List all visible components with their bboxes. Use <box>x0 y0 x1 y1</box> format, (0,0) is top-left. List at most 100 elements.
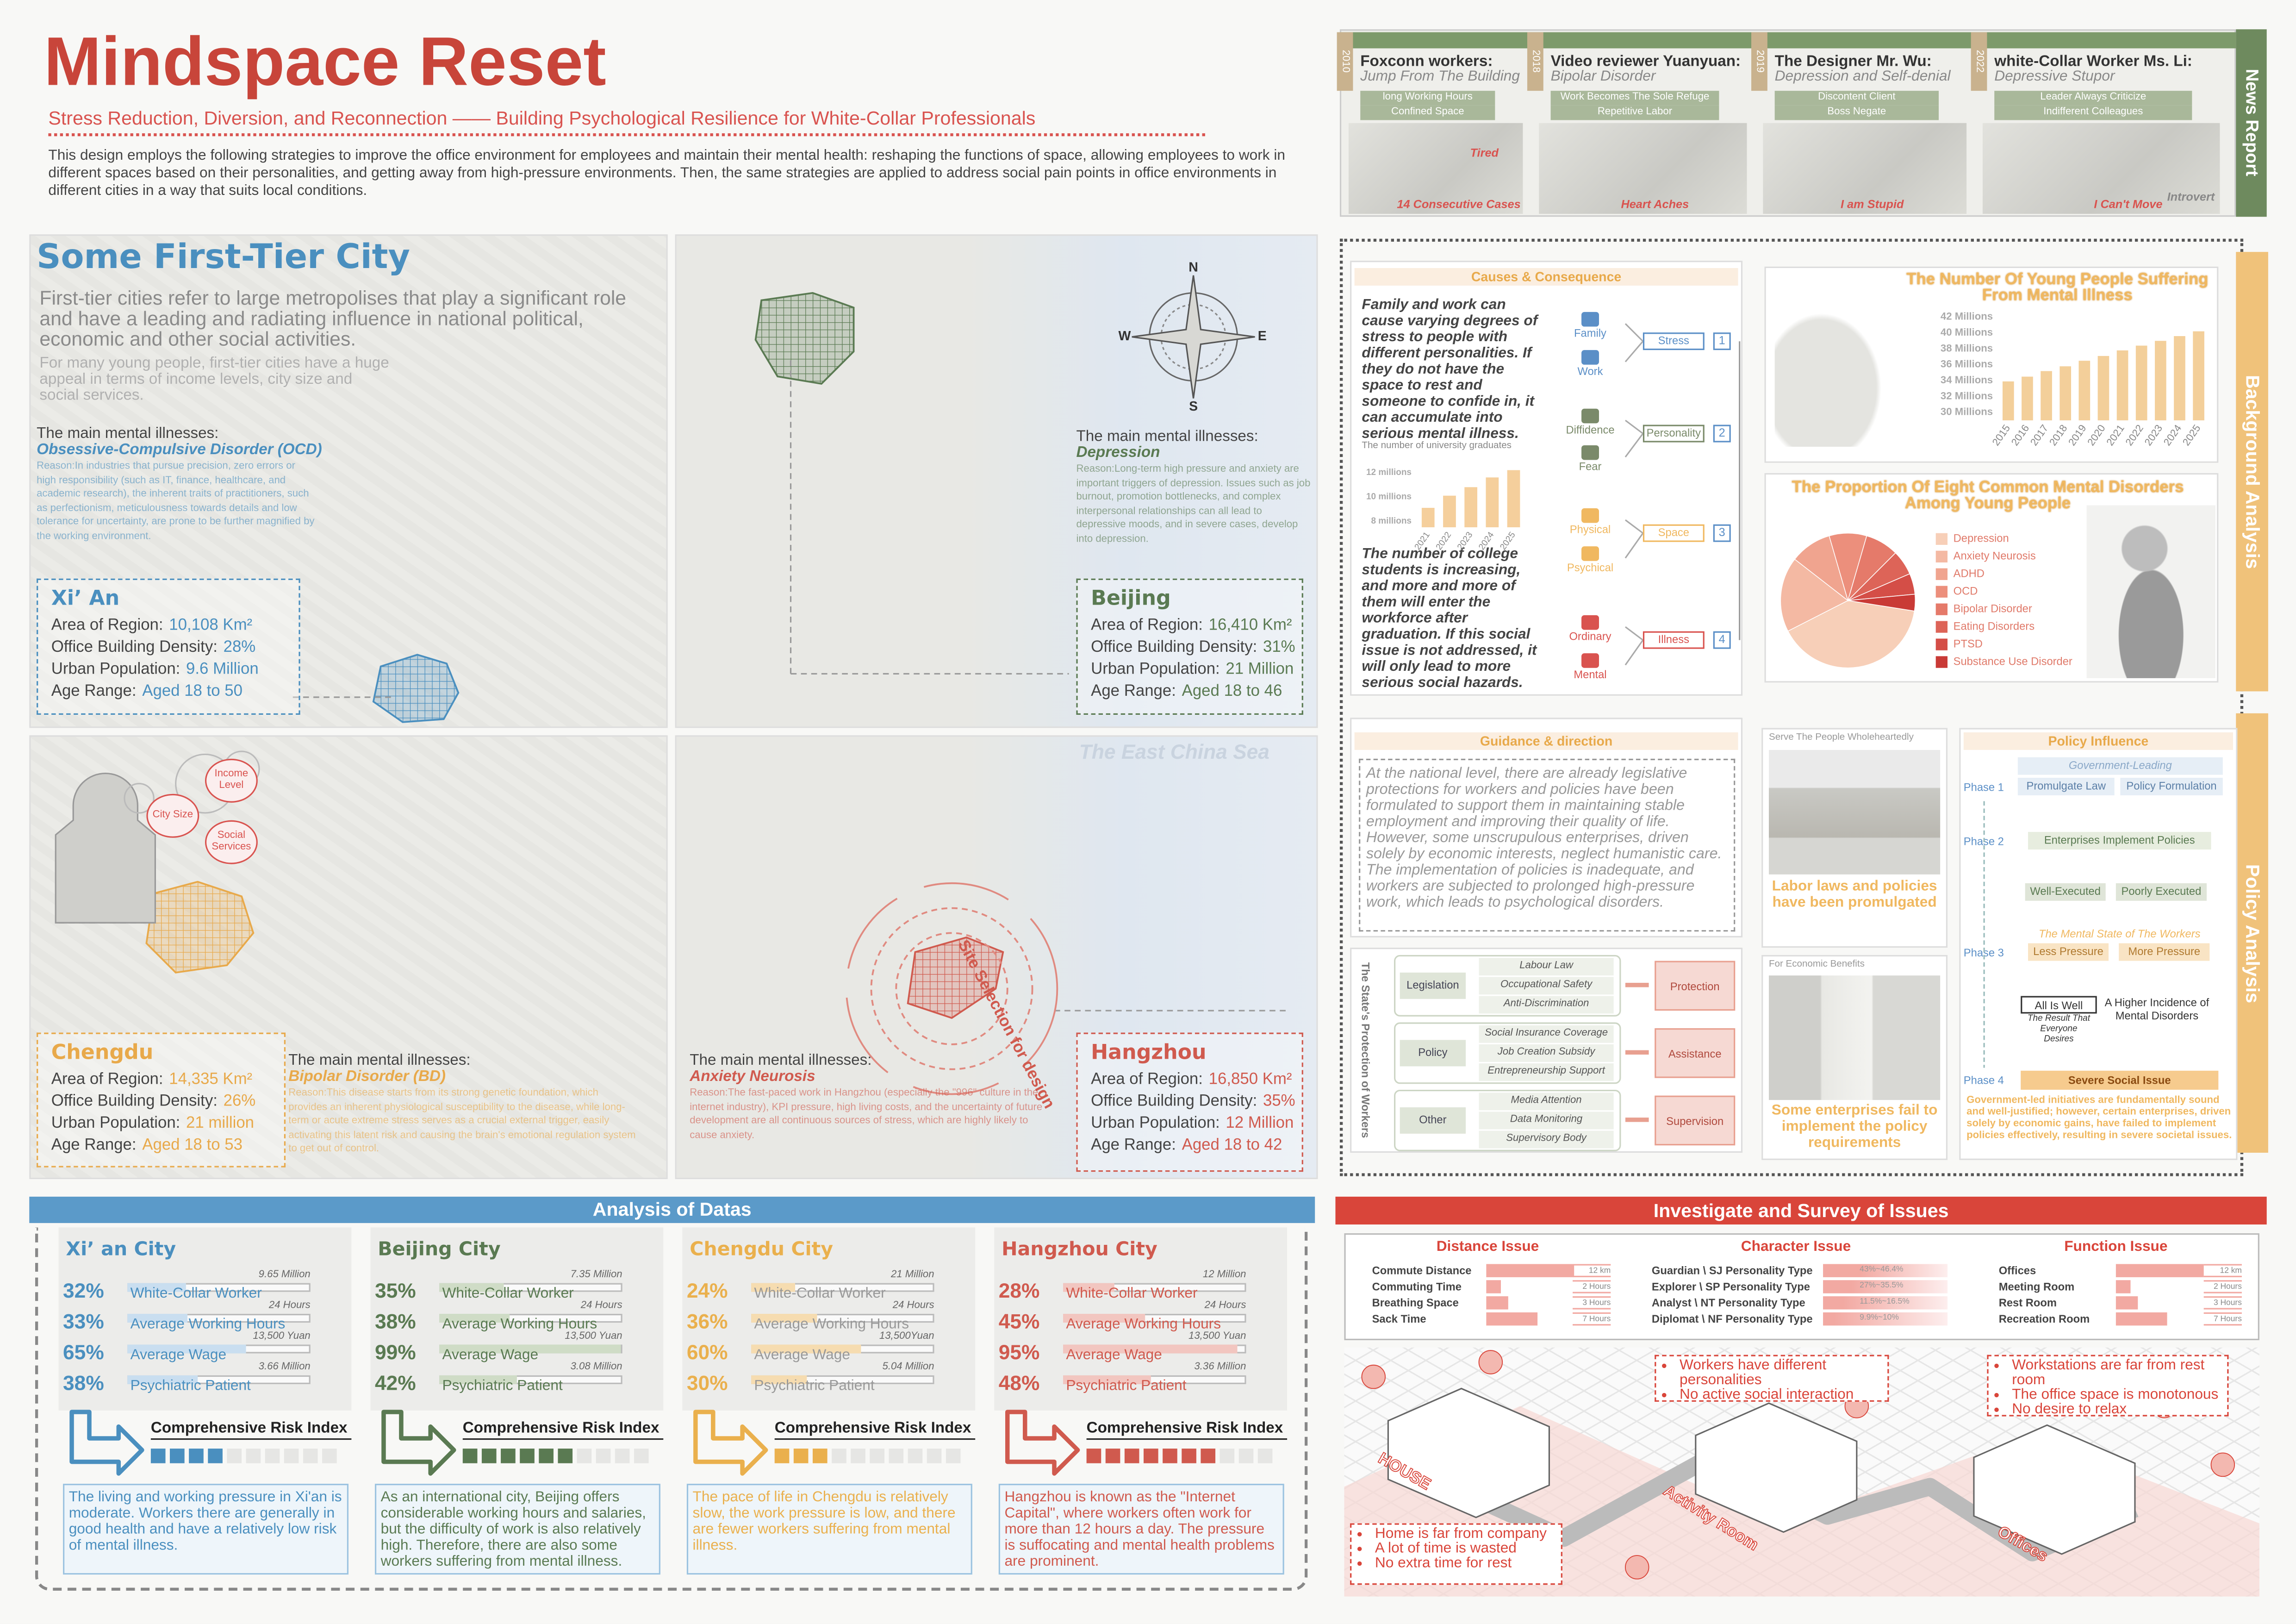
issue-label: Offices <box>1998 1264 2036 1277</box>
city-card <box>1076 1032 1303 1172</box>
phase4-box: Severe Social Issue <box>2021 1070 2219 1090</box>
news-desc: Depressive Stupor <box>1994 69 2115 85</box>
causes-text2: The number of college students is increa… <box>1362 546 1537 692</box>
tree <box>1478 1350 1503 1374</box>
factor-label: Work <box>1577 364 1603 378</box>
city-text: The pace of life in Chengdu is relativel… <box>686 1484 972 1575</box>
bar <box>1443 495 1456 528</box>
amount: 5.04 Million <box>882 1362 934 1373</box>
risk-square <box>793 1449 809 1463</box>
stat-label: Office Building Density: <box>51 638 218 656</box>
city-stat: Area of Region: 16,410 Km² <box>1091 617 1292 634</box>
x-tick-label: 2015 <box>1990 423 2012 448</box>
city-stat: Office Building Density: 26% <box>51 1093 256 1110</box>
stat-value: 31% <box>1263 638 1295 656</box>
risk-arrow <box>1005 1410 1080 1476</box>
bar <box>2154 341 2166 421</box>
note-list: Home is far from companyA lot of time is… <box>1357 1527 1558 1572</box>
percent: 48% <box>998 1371 1040 1395</box>
issue-band <box>1823 1296 1948 1310</box>
note-box: Workers have different personalitiesNo a… <box>1655 1355 1889 1402</box>
news-note: 14 Consecutive Cases <box>1397 198 1521 211</box>
city-stat: Age Range: Aged 18 to 50 <box>51 682 243 700</box>
risk-square <box>284 1449 299 1463</box>
compass-letter: N <box>1188 260 1198 275</box>
percent: 28% <box>998 1279 1040 1302</box>
stat-label: Area of Region: <box>1091 617 1203 634</box>
stat-value: Aged 18 to 50 <box>142 682 243 700</box>
issue-band <box>1823 1312 1948 1326</box>
stat-label: Office Building Density: <box>51 1093 218 1111</box>
factor-label: Physical <box>1569 523 1611 536</box>
risk-square <box>946 1449 961 1463</box>
tree <box>1361 1364 1386 1389</box>
bar <box>2135 345 2147 421</box>
amount: 9.65 Million <box>258 1270 311 1280</box>
group-name: Policy <box>1400 1040 1466 1067</box>
factor-label: Mental <box>1574 668 1607 681</box>
outcome-bad: A Higher Incidence of Mental Disorders <box>2104 996 2209 1023</box>
group-name: Legislation <box>1400 972 1466 999</box>
stat-label: Urban Population: <box>51 1114 180 1132</box>
outcome-box: All Is Well <box>2021 996 2097 1014</box>
bar <box>439 1344 621 1354</box>
risk-square <box>812 1449 828 1463</box>
y-tick-label: 12 millions <box>1366 468 1412 477</box>
city-stat: Office Building Density: 35% <box>1091 1093 1295 1110</box>
y-tick-label: 34 Millions <box>1941 374 1993 386</box>
percent: 65% <box>63 1340 104 1364</box>
risk-square <box>246 1449 261 1463</box>
risk-square <box>1105 1449 1120 1463</box>
percent: 36% <box>686 1309 728 1333</box>
bar <box>1063 1375 1151 1384</box>
issue-bar <box>2116 1264 2204 1277</box>
factor-bubble: City Size <box>146 793 199 838</box>
pie-title: The Proportion Of Eight Common Mental Di… <box>1792 479 2184 513</box>
percent: 38% <box>63 1371 104 1395</box>
issue-band <box>1823 1264 1948 1277</box>
note-box: Workstations are far from rest roomThe o… <box>1987 1355 2229 1417</box>
bar <box>439 1375 516 1384</box>
risk-square <box>1163 1449 1177 1463</box>
y-tick-label: 36 Millions <box>1941 358 1993 370</box>
news-tag: Leader Always Criticize <box>1994 91 2192 106</box>
factor-icon <box>1581 546 1599 561</box>
issue-range: 11.5%~16.5% <box>1860 1298 1910 1307</box>
young-title: The Number Of Young People Suffering Fro… <box>1906 271 2209 305</box>
news-year: 2010 <box>1337 32 1353 91</box>
factor-icon <box>1581 653 1599 668</box>
risk-square <box>774 1449 790 1463</box>
x-tick-label: 2016 <box>2009 423 2032 448</box>
issue-value: 12 km <box>2203 1264 2242 1277</box>
risk-square <box>189 1449 204 1463</box>
issue-label: Commute Distance <box>1372 1264 1472 1277</box>
arrow-shape <box>693 1410 768 1476</box>
city-name: Chengdu City <box>690 1239 834 1262</box>
news-desc: Depression and Self-denial <box>1774 69 1951 85</box>
pressure-box: More Pressure <box>2119 943 2210 961</box>
map-title: Some First-Tier City <box>37 238 410 277</box>
risk-square <box>927 1449 942 1463</box>
issue-label: Meeting Room <box>1998 1280 2075 1293</box>
person <box>55 772 156 924</box>
stat-label: Age Range: <box>1091 1137 1176 1155</box>
issue-value: 7 Hours <box>1573 1312 1611 1326</box>
policy-tab: Policy Analysis <box>2236 713 2268 1153</box>
bar <box>2078 361 2091 421</box>
stat-value: 35% <box>1263 1093 1295 1111</box>
group-item: Job Creation Subsidy <box>1479 1044 1614 1062</box>
news-tag: Repetitive Labor <box>1550 105 1719 120</box>
phase2-box: Enterprises Implement Policies <box>2028 832 2211 850</box>
risk-square <box>832 1449 846 1463</box>
issue-range: 43%~46.4% <box>1860 1265 1904 1274</box>
survey-header: Investigate and Survey of Issues <box>1335 1196 2267 1225</box>
protection-title: The State's Protection of Workers <box>1359 962 1372 1138</box>
row-label: Average Wage <box>1066 1347 1162 1364</box>
economic-caption: For Economic Benefits <box>1768 959 1865 970</box>
site-ring <box>895 932 1008 1045</box>
news-note: Heart Aches <box>1621 198 1689 211</box>
row-label: Average Wage <box>754 1347 850 1364</box>
news-note: Tired <box>1470 146 1499 160</box>
mental-state: The Mental State of The Workers <box>2021 925 2219 943</box>
